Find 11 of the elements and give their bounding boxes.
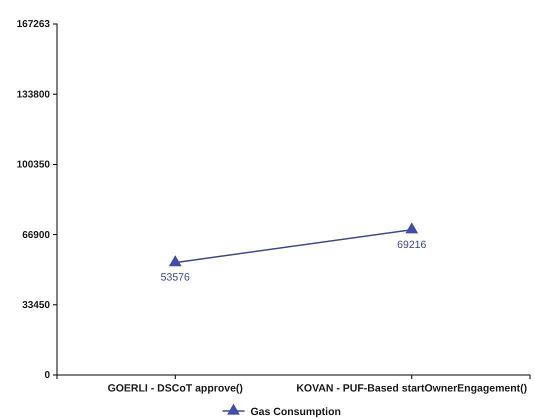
x-tick-label: KOVAN - PUF-Based startOwnerEngagement() [296,382,528,394]
x-tick-label: GOERLI - DSCoT approve() [108,382,243,394]
y-tick-label: 66900 [22,230,50,241]
data-label: 69216 [397,238,427,251]
legend-label: Gas Consumption [250,406,341,418]
y-tick-label: 33450 [22,300,50,312]
y-tick-label: 100350 [16,160,50,171]
y-tick-label: 167263 [16,19,50,30]
y-tick-label: 133800 [16,89,50,100]
data-label: 53576 [160,272,190,284]
y-tick-label: 0 [44,370,50,382]
